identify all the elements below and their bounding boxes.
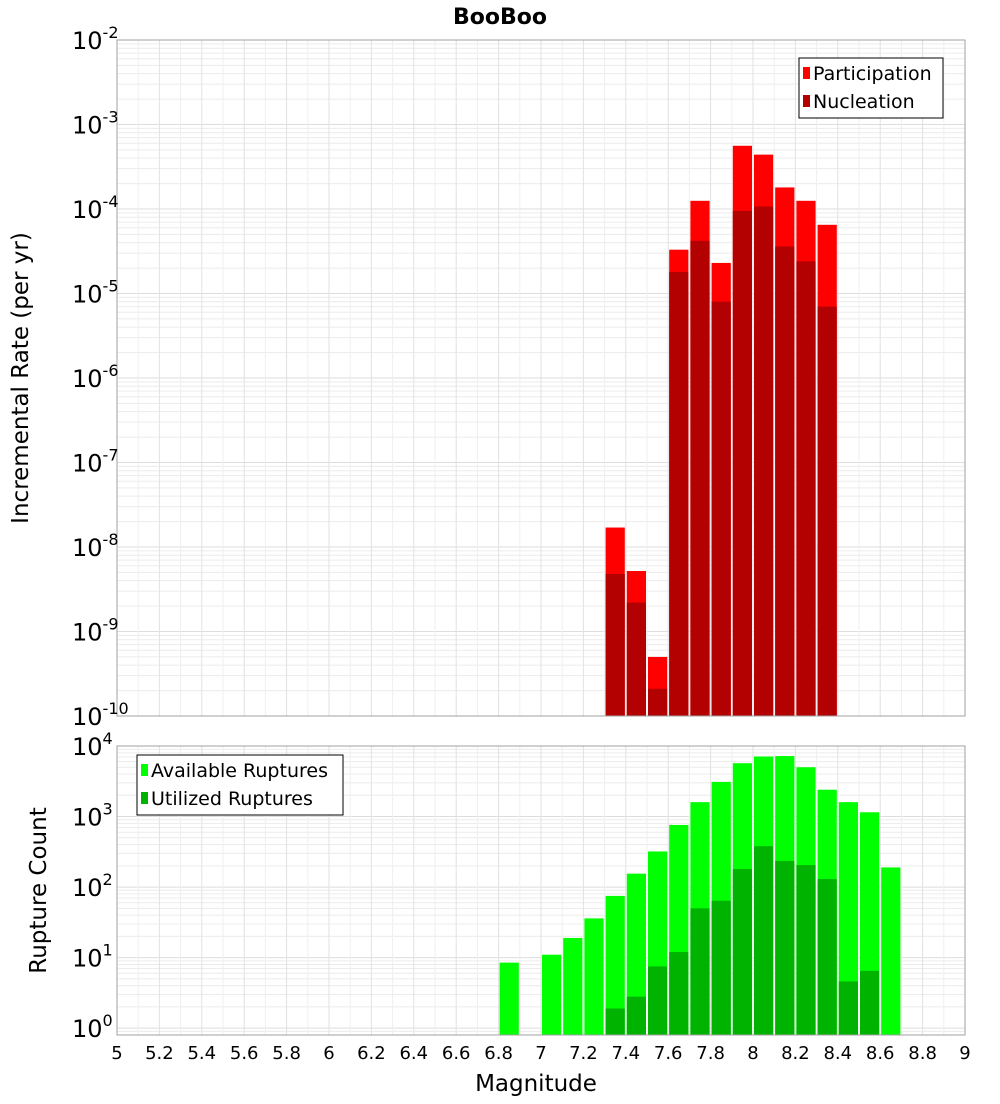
bar-nucleation: [732, 210, 752, 716]
x-tick-label: 6: [323, 1043, 334, 1064]
legend-label: Available Ruptures: [151, 760, 328, 782]
bar-available-ruptures: [605, 895, 625, 1035]
legend-label: Utilized Ruptures: [151, 788, 313, 810]
bar-utilized-ruptures: [605, 1008, 625, 1035]
x-tick-label: 8.2: [781, 1043, 810, 1064]
x-tick-label: 8.8: [908, 1043, 937, 1064]
y-tick-label: 10-9: [72, 615, 119, 647]
x-tick-label: 5.6: [230, 1043, 259, 1064]
y-tick-label: 10-3: [72, 108, 119, 140]
x-tick-label: 6.6: [442, 1043, 471, 1064]
legend: Available Ruptures Utilized Ruptures: [136, 754, 344, 816]
bar-utilized-ruptures: [796, 865, 816, 1035]
bar-nucleation: [796, 261, 816, 716]
bar-available-ruptures: [584, 918, 604, 1035]
x-tick-label: 6.2: [357, 1043, 386, 1064]
legend-swatch: [141, 792, 148, 804]
bar-utilized-ruptures: [775, 860, 795, 1035]
bar-nucleation: [605, 573, 625, 716]
bar-nucleation: [754, 206, 774, 716]
bar-available-ruptures: [542, 954, 562, 1035]
bar-nucleation: [669, 271, 689, 716]
bar-available-ruptures: [881, 867, 901, 1035]
y-tick-label: 10-8: [72, 530, 119, 562]
chart-panel-2: 100 101 102 103 104 Rupture Count 5 5.2 5.4 5.6 5.…: [26, 729, 971, 1097]
chart-title: BooBoo: [453, 5, 547, 30]
x-tick-label: 7.4: [611, 1043, 640, 1064]
legend-box: [136, 754, 344, 816]
x-tick-label: 8: [747, 1043, 758, 1064]
y-tick-label: 10-2: [72, 23, 119, 55]
y-tick-label: 104: [72, 729, 113, 761]
bar-nucleation: [626, 602, 646, 716]
bar-available-ruptures: [838, 802, 858, 1035]
x-tick-label: 5: [111, 1043, 122, 1064]
x-tick-label: 7.2: [569, 1043, 598, 1064]
legend-box: [798, 57, 944, 119]
y-tick-label: 103: [72, 800, 113, 832]
x-tick-label: 7.6: [654, 1043, 683, 1064]
y-axis-label: Rupture Count: [26, 807, 52, 973]
x-tick-label: 9: [959, 1043, 970, 1064]
bar-available-ruptures: [563, 937, 583, 1035]
bar-utilized-ruptures: [732, 869, 752, 1035]
bar-utilized-ruptures: [754, 846, 774, 1035]
bar-available-ruptures: [499, 962, 519, 1035]
x-tick-label: 7: [535, 1043, 546, 1064]
chart-panel-1: 10-10 10-9 10-8 10-7 10-6 10-5 10-4 10-3 10-2 Inc…: [8, 23, 966, 731]
plot-area: [116, 39, 966, 717]
legend-swatch: [803, 95, 810, 107]
y-tick-label: 100: [72, 1011, 113, 1043]
bar-utilized-ruptures: [817, 879, 837, 1035]
x-tick-label: 5.8: [272, 1043, 301, 1064]
legend-label: Participation: [813, 63, 932, 85]
bar-nucleation: [648, 688, 668, 716]
bar-utilized-ruptures: [860, 970, 880, 1035]
bar-utilized-ruptures: [648, 966, 668, 1035]
legend: Participation Nucleation: [798, 57, 944, 119]
y-tick-label: 102: [72, 870, 113, 902]
x-tick-label: 6.4: [399, 1043, 428, 1064]
y-axis-label: Incremental Rate (per yr): [8, 232, 34, 524]
bar-utilized-ruptures: [711, 900, 731, 1035]
x-tick-label: 8.6: [866, 1043, 895, 1064]
x-tick-label: 7.8: [696, 1043, 725, 1064]
y-tick-label: 101: [72, 941, 113, 973]
y-tick-label: 10-6: [72, 361, 119, 393]
bar-nucleation: [711, 301, 731, 716]
y-tick-label: 10-10: [72, 699, 129, 731]
plot-area: [116, 745, 966, 1036]
x-tick-label: 5.4: [187, 1043, 216, 1064]
bar-available-ruptures: [626, 873, 646, 1035]
x-tick-label: 5.2: [145, 1043, 174, 1064]
legend-swatch: [803, 67, 810, 79]
bar-utilized-ruptures: [669, 952, 689, 1035]
x-tick-label: 8.4: [823, 1043, 852, 1064]
bar-nucleation: [775, 246, 795, 716]
bar-utilized-ruptures: [838, 981, 858, 1035]
legend-swatch: [141, 764, 148, 776]
bar-nucleation: [817, 306, 837, 716]
bar-nucleation: [690, 240, 710, 716]
bar-utilized-ruptures: [626, 996, 646, 1035]
x-tick-label: 6.8: [484, 1043, 513, 1064]
legend-label: Nucleation: [813, 91, 915, 113]
y-tick-label: 10-4: [72, 192, 119, 224]
y-tick-label: 10-7: [72, 446, 119, 478]
bar-utilized-ruptures: [690, 908, 710, 1035]
y-tick-label: 10-5: [72, 277, 119, 309]
x-axis-label: Magnitude: [475, 1071, 597, 1097]
